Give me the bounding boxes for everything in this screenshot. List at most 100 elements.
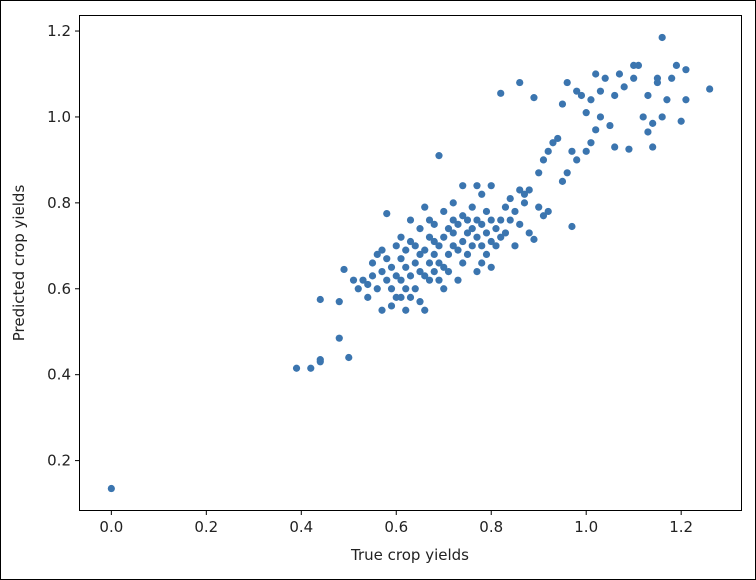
data-point bbox=[682, 96, 690, 104]
x-axis: 0.0 0.2 0.4 0.6 0.8 1.0 1.2 bbox=[99, 510, 693, 536]
data-point bbox=[649, 119, 657, 127]
data-point bbox=[516, 186, 524, 194]
data-point bbox=[525, 229, 533, 237]
data-point bbox=[558, 177, 567, 185]
data-point bbox=[421, 246, 429, 254]
data-point bbox=[478, 220, 486, 228]
data-point bbox=[606, 121, 614, 130]
plot-area bbox=[79, 15, 742, 511]
data-point bbox=[644, 91, 652, 100]
data-point bbox=[487, 263, 495, 271]
data-point bbox=[435, 276, 443, 284]
data-point bbox=[425, 276, 434, 284]
data-point bbox=[397, 293, 405, 301]
data-point bbox=[340, 265, 348, 274]
data-point bbox=[520, 199, 529, 207]
data-point bbox=[449, 229, 457, 237]
data-point bbox=[558, 100, 567, 108]
data-point bbox=[421, 203, 429, 211]
data-point bbox=[364, 280, 372, 289]
data-point bbox=[425, 233, 434, 241]
data-point bbox=[411, 285, 419, 293]
y-tick-label: 0.6 bbox=[47, 280, 71, 298]
y-tick-label: 0.2 bbox=[47, 452, 71, 470]
data-point bbox=[530, 235, 538, 243]
data-point bbox=[473, 233, 481, 241]
data-point bbox=[335, 298, 343, 306]
data-point bbox=[649, 143, 657, 151]
data-point bbox=[411, 242, 419, 250]
x-tick-label: 1.2 bbox=[669, 518, 693, 536]
data-point bbox=[573, 87, 581, 95]
data-point bbox=[416, 250, 424, 259]
data-point bbox=[473, 182, 481, 190]
data-point bbox=[492, 242, 500, 250]
data-point bbox=[506, 194, 514, 203]
data-point bbox=[373, 285, 381, 293]
data-point bbox=[435, 242, 443, 250]
data-point bbox=[663, 96, 671, 104]
data-point bbox=[544, 147, 552, 155]
data-point bbox=[383, 210, 391, 218]
data-point bbox=[611, 143, 619, 151]
data-point bbox=[478, 259, 486, 267]
data-point bbox=[497, 216, 505, 224]
data-point bbox=[587, 96, 595, 104]
x-tick-label: 0.2 bbox=[194, 518, 218, 536]
data-point bbox=[539, 212, 548, 220]
y-tick-label: 1.2 bbox=[47, 22, 71, 40]
data-point bbox=[378, 306, 386, 314]
y-tick-label: 0.4 bbox=[47, 366, 71, 384]
data-point bbox=[425, 259, 434, 267]
data-point bbox=[468, 225, 476, 233]
data-point bbox=[402, 285, 410, 293]
data-point bbox=[706, 85, 714, 93]
data-point bbox=[449, 199, 457, 207]
data-point bbox=[425, 216, 434, 224]
data-point bbox=[397, 233, 405, 241]
data-point bbox=[373, 250, 381, 259]
data-point bbox=[368, 272, 377, 280]
data-point bbox=[563, 169, 571, 177]
data-point bbox=[378, 246, 386, 254]
data-point bbox=[677, 117, 685, 125]
data-point bbox=[611, 91, 619, 100]
data-point bbox=[444, 225, 453, 233]
data-point bbox=[454, 276, 462, 284]
data-point bbox=[501, 229, 510, 237]
data-point bbox=[658, 33, 666, 42]
data-point bbox=[345, 353, 353, 362]
data-point bbox=[416, 298, 424, 306]
data-point bbox=[682, 66, 690, 74]
data-point bbox=[430, 220, 438, 228]
data-point bbox=[596, 87, 605, 95]
data-point bbox=[316, 356, 324, 364]
data-point bbox=[568, 222, 576, 231]
data-point bbox=[620, 83, 628, 91]
data-point bbox=[468, 203, 476, 211]
data-point bbox=[601, 74, 609, 82]
data-point bbox=[454, 220, 462, 228]
x-tick-label: 0.6 bbox=[384, 518, 408, 536]
data-point bbox=[430, 267, 438, 276]
data-point bbox=[435, 259, 443, 267]
data-point bbox=[592, 126, 600, 134]
data-point bbox=[487, 182, 495, 190]
data-point bbox=[292, 364, 301, 372]
data-point bbox=[644, 128, 652, 136]
data-point bbox=[487, 237, 495, 246]
data-point bbox=[316, 295, 324, 304]
data-point bbox=[577, 91, 586, 100]
data-point bbox=[506, 216, 514, 224]
data-point bbox=[487, 216, 495, 224]
data-point bbox=[349, 276, 358, 284]
data-point bbox=[535, 169, 543, 177]
data-point bbox=[539, 156, 548, 164]
x-axis-label: True crop yields bbox=[350, 546, 469, 564]
data-point bbox=[406, 216, 415, 224]
data-point bbox=[406, 272, 415, 280]
data-point bbox=[463, 229, 472, 237]
data-point bbox=[449, 216, 457, 224]
data-point bbox=[459, 259, 467, 267]
